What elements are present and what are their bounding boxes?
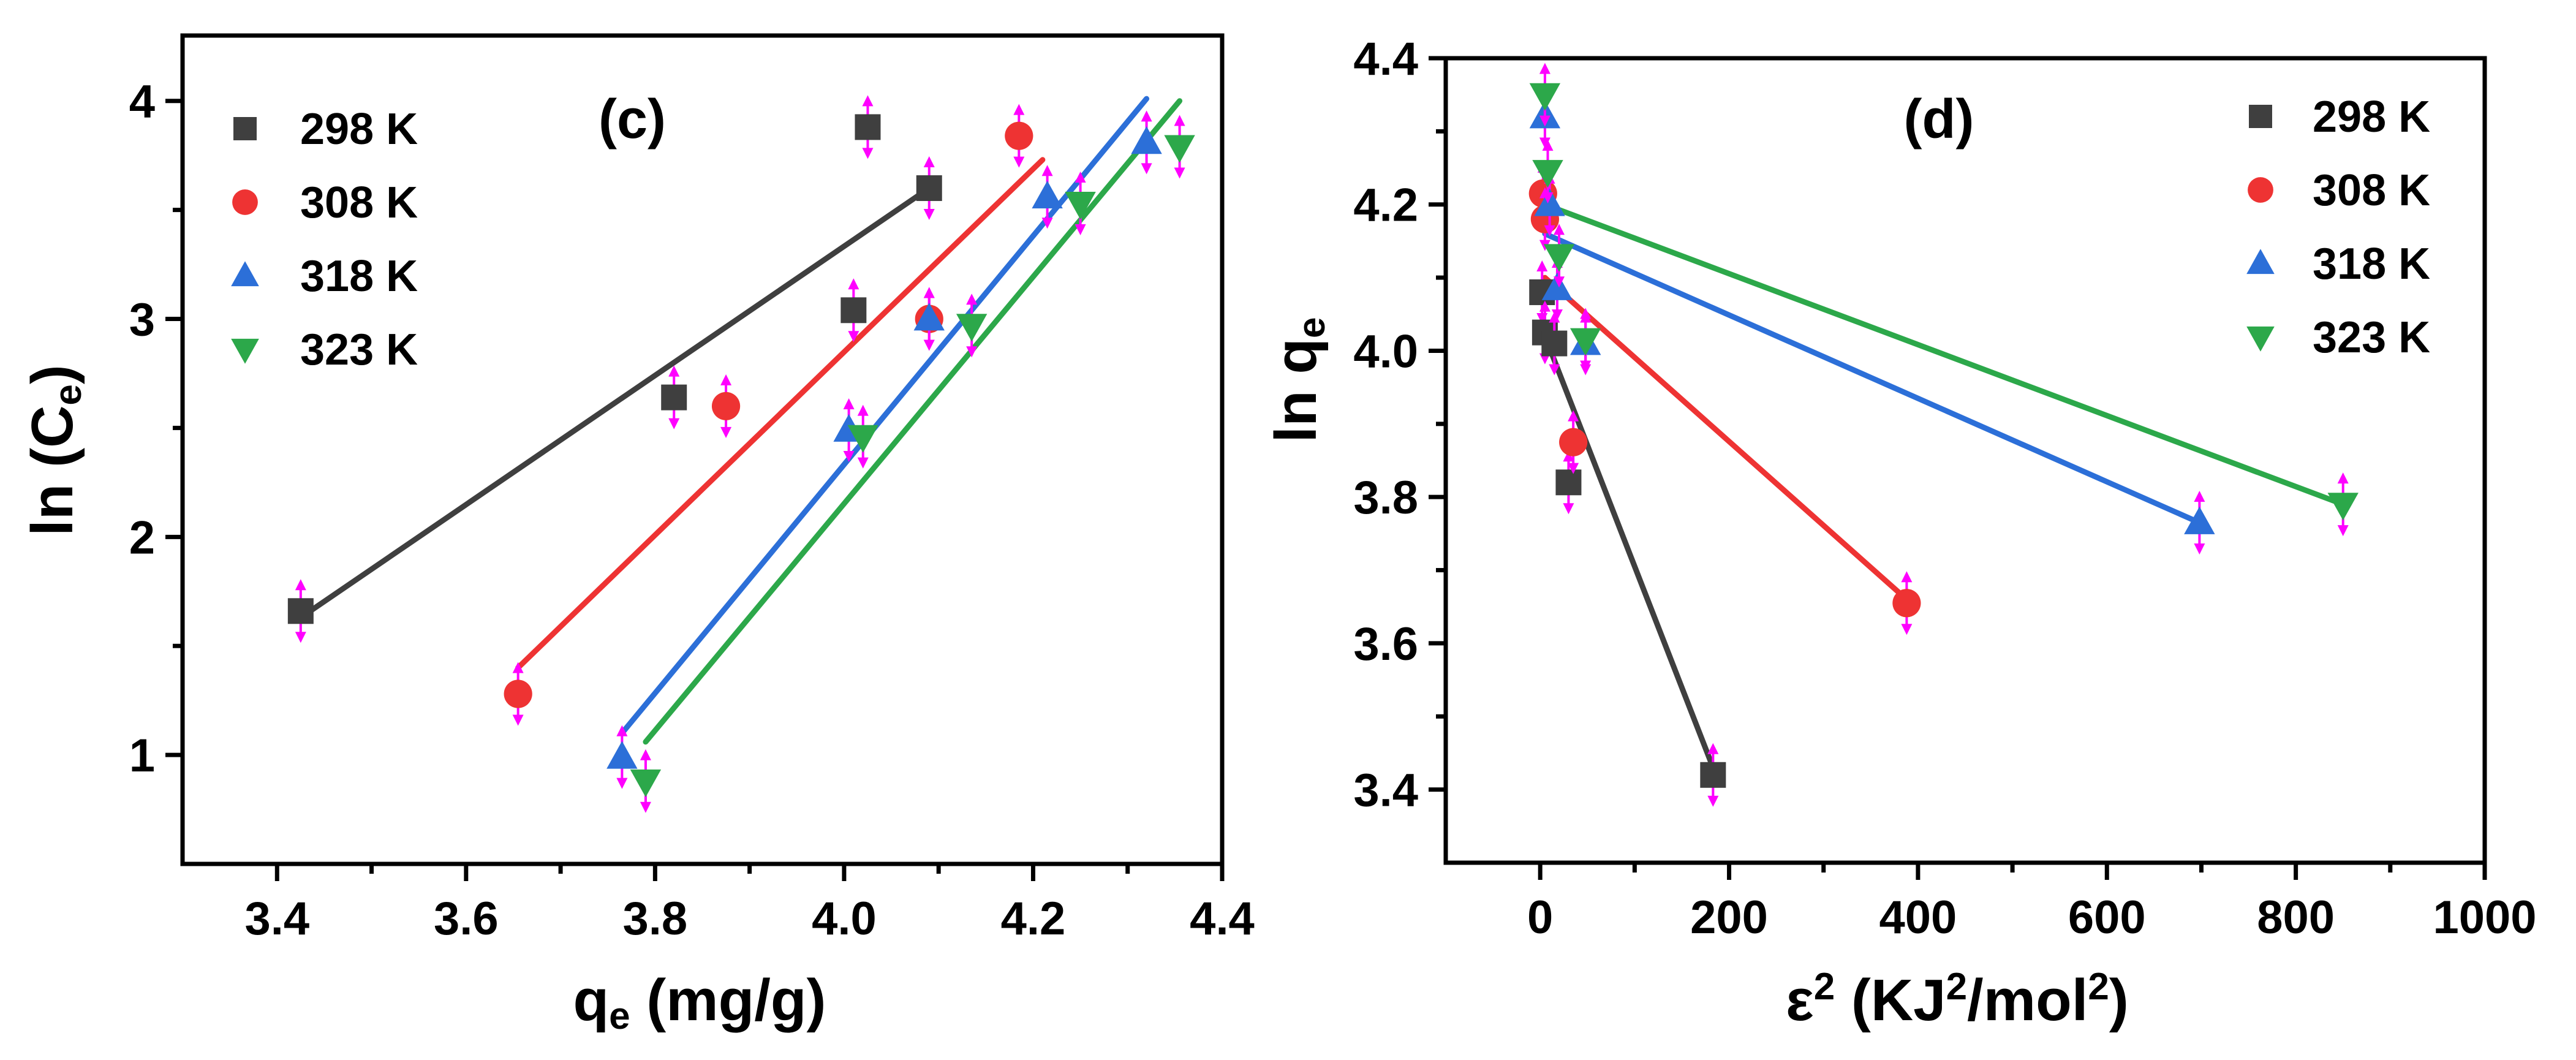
panel-c-x-axis-label: qe (mg/g)	[573, 967, 826, 1037]
panel-d-legend: 298 K 308 K 318 K 323 K	[2246, 93, 2430, 362]
data-point-308k	[1559, 428, 1588, 456]
y-tick-label: 4.0	[1353, 325, 1418, 377]
panel-d-x-axis-label: ε2 (KJ2/mol2)	[1786, 966, 2129, 1033]
legend-label-323k: 323 K	[300, 325, 418, 374]
fit-line-323k	[1542, 202, 2346, 507]
x-tick-label: 0	[1527, 892, 1553, 944]
data-point-323k	[2327, 493, 2359, 521]
data-point-298k	[1555, 469, 1582, 496]
data-point-308k	[1005, 121, 1033, 150]
panel-c-data-points	[287, 95, 1195, 813]
x-tick-label: 3.6	[434, 893, 499, 945]
data-point-298k	[661, 384, 687, 411]
legend-marker-298k	[2249, 105, 2272, 128]
y-tick-label: 3.8	[1353, 472, 1418, 524]
x-tick-label: 200	[1690, 892, 1768, 944]
y-tick-label: 4	[129, 76, 155, 128]
legend-marker-323k	[2246, 326, 2275, 352]
x-tick-label: 1000	[2433, 892, 2536, 944]
data-point-318k	[1131, 126, 1162, 154]
panel-c-chart: 3.4 3.6 3.8 4.0 4.2 4.4 1 2 3 4 (c) 298 K 308 K 318…	[20, 33, 1255, 1037]
data-point-323k	[1065, 192, 1096, 220]
data-point-318k	[606, 741, 638, 769]
fit-line-298k	[1542, 333, 1716, 771]
panel-d-fit-lines	[1542, 202, 2346, 771]
y-tick-label: 2	[129, 512, 155, 564]
data-point-323k	[1532, 160, 1563, 188]
data-point-308k	[1892, 589, 1921, 618]
data-point-323k	[1569, 328, 1601, 356]
legend-marker-318k	[2246, 249, 2275, 274]
data-point-298k	[840, 297, 867, 324]
legend-marker-323k	[231, 338, 259, 364]
legend-marker-308k	[2248, 177, 2273, 203]
x-tick-label: 400	[1879, 892, 1957, 944]
data-point-318k	[1032, 181, 1063, 209]
legend-marker-298k	[233, 117, 257, 140]
y-tick-label: 3.4	[1353, 765, 1418, 817]
panel-d-ticks: 0 200 400 600 800 1000 3.4 3.6 3.8 4.0 4.2 4.4	[1353, 33, 2536, 944]
data-point-318k	[1534, 188, 1565, 216]
panel-d-data-points	[1528, 62, 2359, 807]
panel-d-label: (d)	[1904, 89, 1974, 150]
panel-d-plot-frame	[1443, 56, 2487, 865]
data-point-323k	[1529, 83, 1561, 111]
x-tick-label: 4.4	[1190, 893, 1255, 945]
y-tick-label: 4.4	[1353, 33, 1418, 85]
data-point-323k	[1543, 244, 1575, 272]
data-point-308k	[711, 392, 741, 420]
panel-c-ticks: 3.4 3.6 3.8 4.0 4.2 4.4 1 2 3 4	[129, 76, 1255, 945]
fit-line-323k	[643, 98, 1183, 745]
legend-marker-318k	[231, 261, 259, 287]
data-point-323k	[956, 314, 988, 342]
y-tick-label: 3	[129, 294, 155, 346]
data-point-323k	[1164, 135, 1195, 163]
y-tick-label: 1	[129, 730, 155, 782]
legend-label-308k: 308 K	[300, 178, 418, 227]
panel-c-plot-frame	[180, 33, 1225, 866]
data-point-298k	[287, 598, 314, 624]
data-point-318k	[913, 303, 945, 331]
data-point-308k	[504, 680, 532, 708]
legend-label-298k: 298 K	[300, 105, 418, 154]
legend-label-323k: 323 K	[2313, 313, 2430, 362]
data-point-298k	[1700, 762, 1726, 788]
legend-label-318k: 318 K	[300, 252, 418, 301]
fit-line-298k	[298, 185, 932, 621]
data-point-318k	[1541, 272, 1573, 300]
x-tick-label: 3.8	[623, 893, 688, 945]
x-tick-label: 4.0	[812, 893, 877, 945]
x-tick-label: 3.4	[244, 893, 309, 945]
y-tick-label: 3.6	[1353, 618, 1418, 670]
fit-line-308k	[515, 157, 1046, 671]
legend-label-308k: 308 K	[2313, 166, 2430, 215]
fit-line-318k	[1542, 230, 2202, 526]
data-point-323k	[847, 425, 878, 453]
legend-label-318k: 318 K	[2313, 240, 2430, 289]
data-point-298k	[855, 114, 881, 140]
data-point-298k	[916, 175, 942, 202]
x-tick-label: 4.2	[1001, 893, 1066, 945]
legend-marker-308k	[232, 189, 258, 215]
panel-d-y-axis-label: ln qe	[1263, 317, 1333, 442]
data-point-298k	[1541, 330, 1568, 357]
panel-c-y-axis-label: ln (Ce)	[20, 365, 89, 536]
y-tick-label: 4.2	[1353, 180, 1418, 232]
data-point-318k	[2184, 506, 2215, 534]
fit-line-308k	[1542, 274, 1909, 602]
legend-label-298k: 298 K	[2313, 93, 2430, 142]
panel-c-legend: 298 K 308 K 318 K 323 K	[231, 105, 418, 374]
data-point-323k	[630, 769, 662, 798]
x-tick-label: 800	[2257, 892, 2335, 944]
panel-c-label: (c)	[599, 89, 666, 150]
x-tick-label: 600	[2068, 892, 2146, 944]
